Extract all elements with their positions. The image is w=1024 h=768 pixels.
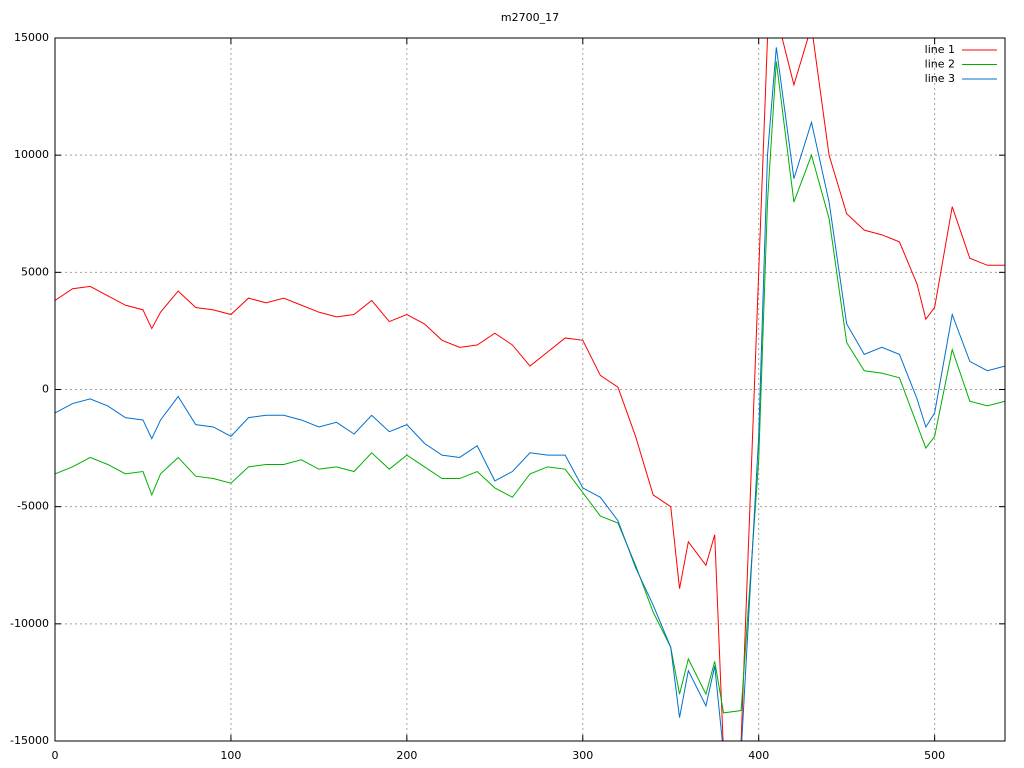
x-tick-label: 400 bbox=[748, 749, 769, 762]
x-tick-label: 200 bbox=[396, 749, 417, 762]
y-tick-label: -15000 bbox=[10, 734, 49, 747]
y-tick-label: 10000 bbox=[14, 148, 49, 161]
x-tick-label: 300 bbox=[572, 749, 593, 762]
data-line bbox=[55, 38, 1005, 741]
x-tick-label: 0 bbox=[52, 749, 59, 762]
x-tick-label: 500 bbox=[924, 749, 945, 762]
x-tick-label: 100 bbox=[220, 749, 241, 762]
legend-label: line 3 bbox=[925, 72, 955, 85]
y-tick-label: 0 bbox=[42, 383, 49, 396]
y-tick-label: 5000 bbox=[21, 265, 49, 278]
data-line bbox=[55, 47, 1005, 741]
chart-title: m2700_17 bbox=[501, 11, 559, 24]
y-tick-label: -5000 bbox=[17, 500, 49, 513]
legend-label: line 2 bbox=[925, 58, 955, 71]
legend-label: line 1 bbox=[925, 43, 955, 56]
y-tick-label: -10000 bbox=[10, 617, 49, 630]
y-tick-label: 15000 bbox=[14, 31, 49, 44]
data-line bbox=[55, 61, 1005, 714]
